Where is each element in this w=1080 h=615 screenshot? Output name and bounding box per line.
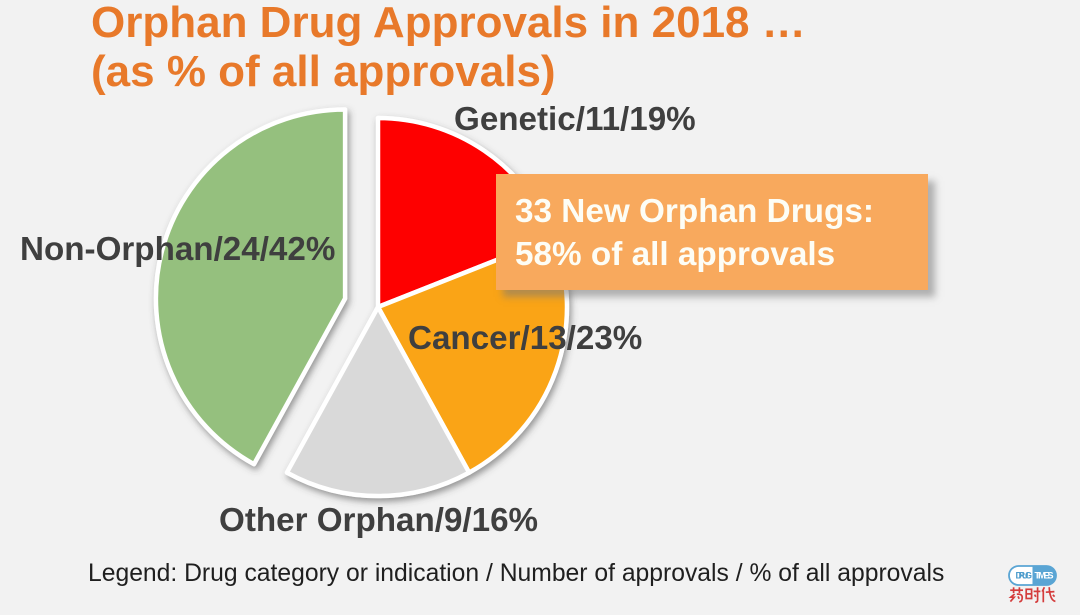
svg-text:DRUG: DRUG bbox=[1016, 571, 1033, 581]
svg-text:TIMES: TIMES bbox=[1035, 571, 1054, 581]
